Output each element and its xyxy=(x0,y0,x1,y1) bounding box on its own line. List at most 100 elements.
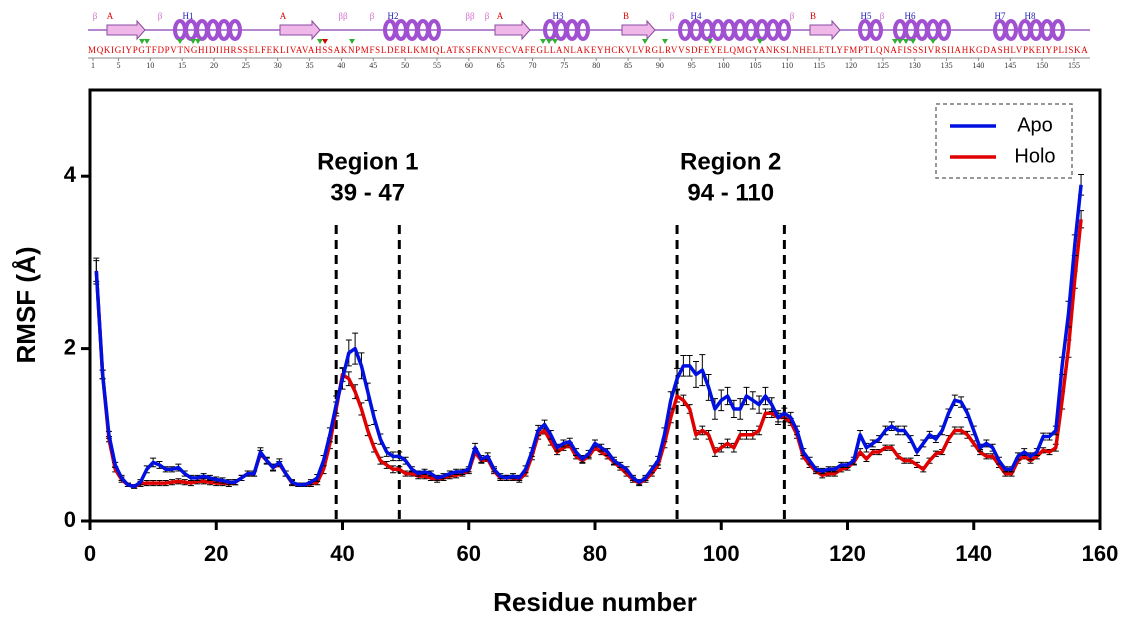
ruler-label: 20 xyxy=(210,61,218,70)
ruler-label: 50 xyxy=(401,61,409,70)
ruler-label: 55 xyxy=(433,61,441,70)
x-axis-label: Residue number xyxy=(493,587,697,617)
x-tick-label: 100 xyxy=(703,541,740,566)
structure-label: β xyxy=(880,11,885,21)
region-label: Region 1 xyxy=(317,148,418,175)
strand-arrow xyxy=(494,19,531,41)
strand-arrow xyxy=(621,19,656,41)
ruler-label: 150 xyxy=(1036,61,1048,70)
structure-label: H2 xyxy=(388,11,399,21)
structure-label: B xyxy=(623,11,629,21)
sequence: MQKIGIYPGTFDPVTNGHIDIIHRSSELFEKLIVAVAHSS… xyxy=(88,45,1088,55)
x-tick-label: 120 xyxy=(829,541,866,566)
structure-label: β xyxy=(790,11,795,21)
site-marker xyxy=(552,39,558,44)
ruler-label: 140 xyxy=(972,61,984,70)
site-marker xyxy=(322,39,328,44)
x-tick-label: 60 xyxy=(457,541,481,566)
ruler-label: 65 xyxy=(497,61,505,70)
structure-label: A xyxy=(497,11,504,21)
structure-label: β xyxy=(158,11,163,21)
site-marker xyxy=(757,39,763,44)
ruler-label: 5 xyxy=(116,61,120,70)
structure-label: H3 xyxy=(553,11,564,21)
structure-label: A xyxy=(280,11,287,21)
site-marker xyxy=(930,39,936,44)
legend-label: Holo xyxy=(1014,145,1055,167)
strand-arrow xyxy=(279,19,321,41)
structure-label: H6 xyxy=(905,11,916,21)
structure-label: H7 xyxy=(995,11,1006,21)
strand-arrow xyxy=(106,19,146,41)
x-tick-label: 0 xyxy=(84,541,96,566)
site-marker xyxy=(897,39,903,44)
structure-label: A xyxy=(107,11,114,21)
ruler-label: 10 xyxy=(146,61,154,70)
y-tick-label: 4 xyxy=(64,162,77,187)
structure-label: β xyxy=(485,11,490,21)
ruler-label: 95 xyxy=(688,61,696,70)
ruler-label: 130 xyxy=(909,61,921,70)
ruler-label: 100 xyxy=(718,61,730,70)
ruler-label: 145 xyxy=(1004,61,1016,70)
site-marker xyxy=(195,39,201,44)
helix-turn xyxy=(777,19,791,41)
helix-turn xyxy=(937,19,951,41)
site-marker xyxy=(540,39,546,44)
region-label: 39 - 47 xyxy=(330,179,405,206)
ruler-label: 1 xyxy=(91,61,95,70)
x-tick-label: 20 xyxy=(204,541,228,566)
y-tick-label: 2 xyxy=(64,334,76,359)
ruler-label: 35 xyxy=(306,61,314,70)
strand-arrow xyxy=(809,19,841,41)
ruler-label: 85 xyxy=(624,61,632,70)
site-marker xyxy=(317,39,323,44)
structure-label: H8 xyxy=(1025,11,1036,21)
helix-turn xyxy=(1004,19,1018,41)
x-tick-label: 140 xyxy=(955,541,992,566)
site-marker xyxy=(910,39,916,44)
ruler-label: 75 xyxy=(560,61,568,70)
site-marker xyxy=(903,39,909,44)
series-line xyxy=(94,184,1083,489)
helix-turn xyxy=(1051,19,1065,41)
ruler-label: 60 xyxy=(465,61,473,70)
x-tick-label: 160 xyxy=(1082,541,1119,566)
ruler-label: 40 xyxy=(337,61,345,70)
ruler-label: 135 xyxy=(941,61,953,70)
ruler-label: 80 xyxy=(592,61,600,70)
ruler-label: 90 xyxy=(656,61,664,70)
site-marker xyxy=(177,39,183,44)
legend-box xyxy=(935,103,1073,179)
y-axis-label: RMSF (Å) xyxy=(11,247,41,364)
site-marker xyxy=(892,39,898,44)
y-tick-label: 0 xyxy=(64,507,76,532)
site-marker xyxy=(662,39,668,44)
region-label: Region 2 xyxy=(680,148,781,175)
structure-label: ββ xyxy=(465,11,475,21)
helix-turn xyxy=(427,19,441,41)
structure-label: H5 xyxy=(861,11,872,21)
structure-label: β xyxy=(670,11,675,21)
legend-label: Apo xyxy=(1017,114,1053,136)
x-tick-label: 40 xyxy=(330,541,354,566)
region-label: 94 - 110 xyxy=(687,179,774,206)
site-marker xyxy=(144,39,150,44)
ruler-label: 155 xyxy=(1068,61,1080,70)
ruler-label: 25 xyxy=(242,61,250,70)
x-tick-label: 80 xyxy=(583,541,607,566)
helix-turn xyxy=(228,19,242,41)
site-marker xyxy=(349,39,355,44)
site-marker xyxy=(642,39,648,44)
structure-label: B xyxy=(810,11,816,21)
ruler-label: 125 xyxy=(877,61,889,70)
ruler-label: 15 xyxy=(178,61,186,70)
structure-label: β xyxy=(370,11,375,21)
structure-label: β xyxy=(93,11,98,21)
ruler-label: 30 xyxy=(274,61,282,70)
ruler-label: 110 xyxy=(781,61,793,70)
structure-label: H4 xyxy=(691,11,702,21)
